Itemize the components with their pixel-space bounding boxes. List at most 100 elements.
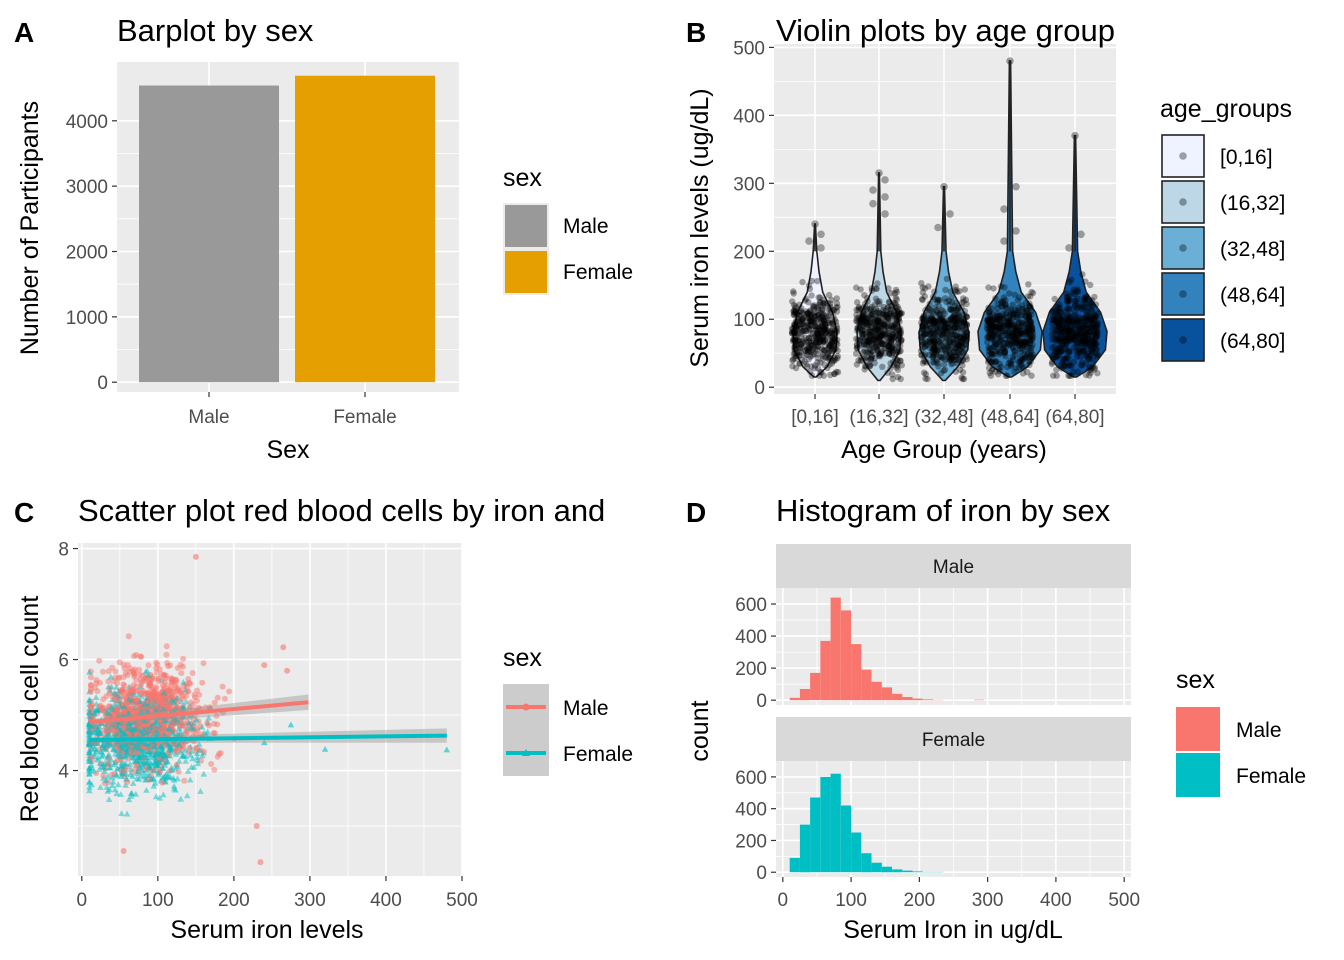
jitter-point [865,336,873,343]
jitter-point [887,309,894,317]
jitter-point [873,285,880,292]
jitter-point [857,356,865,364]
jitter-point [819,334,827,342]
jitter-point [829,320,836,327]
male-point [196,691,203,698]
male-point [121,707,128,714]
jitter-point [815,312,822,319]
male-point [186,745,193,751]
jitter-point [938,370,945,377]
jitter-point [934,325,941,332]
jitter-point [833,322,840,329]
jitter-point [888,337,895,344]
jitter-point [918,341,926,349]
jitter-point [807,353,814,360]
jitter-point [864,324,871,331]
jitter-point [890,311,898,318]
jitter-point [814,331,821,338]
jitter-point [1023,316,1030,324]
y-tick-label: 3000 [66,177,108,198]
jitter-point [885,343,892,350]
jitter-point [804,348,812,355]
jitter-point [943,324,951,331]
histogram-bar [810,672,821,701]
jitter-point [810,306,817,313]
jitter-point [793,352,801,359]
jitter-point [833,325,841,332]
jitter-point [877,340,885,347]
histogram-bar [871,862,882,873]
jitter-point [874,280,881,287]
jitter-point [884,315,892,323]
jitter-point [876,334,883,342]
jitter-point [1074,317,1082,324]
jitter-point [801,297,809,304]
jitter-point [898,336,905,344]
histogram-bar [892,693,903,701]
jitter-point [853,345,861,352]
jitter-point [807,317,814,325]
jitter-point [796,325,803,333]
jitter-point [1066,372,1073,379]
y-tick-label: 0 [756,863,767,884]
jitter-point [860,310,868,318]
jitter-point [854,324,861,332]
jitter-point [854,318,861,325]
y-tick-label: 8 [58,540,69,561]
male-point [180,693,186,699]
jitter-point [808,372,816,379]
jitter-point [816,338,824,346]
jitter-point [810,312,818,319]
jitter-point [884,334,891,342]
jitter-point [871,315,878,322]
jitter-point [879,320,886,328]
jitter-point [799,321,806,328]
jitter-point [831,329,839,337]
jitter-point [886,350,893,357]
histogram-bar [851,644,862,701]
jitter-point [963,356,970,363]
jitter-point [872,323,879,330]
jitter-point [893,304,900,312]
jitter-point [866,361,873,368]
jitter-point [865,321,872,329]
jitter-point [833,295,840,302]
jitter-point [819,328,826,335]
jitter-point [800,310,807,317]
jitter-point [897,342,904,350]
y-tick-label: 2000 [66,243,108,264]
jitter-point [817,329,824,337]
jitter-point [793,349,801,357]
jitter-point [874,298,881,305]
jitter-point [818,330,826,337]
jitter-point [862,304,869,311]
jitter-point [952,283,959,290]
jitter-point [1082,278,1089,285]
jitter-point [808,277,816,285]
jitter-point [814,343,822,350]
jitter-point [864,318,871,325]
jitter-point [858,315,865,322]
y-tick-label: 600 [735,595,767,616]
jitter-point [874,307,881,315]
jitter-point [812,322,819,330]
jitter-point [1006,290,1013,297]
jitter-point [808,315,815,323]
jitter-point [921,322,929,329]
jitter-point [960,334,967,342]
jitter-point [825,353,833,361]
jitter-point [859,321,866,329]
jitter-point [795,337,803,344]
jitter-point [814,359,821,366]
male-point [166,768,173,775]
y-tick-label: 4000 [66,112,108,133]
jitter-point [885,298,893,305]
jitter-point [819,346,826,353]
jitter-point [896,333,903,340]
y-tick-label: 400 [735,627,767,648]
jitter-point [880,320,888,328]
jitter-point [818,323,825,330]
male-point [96,657,103,664]
jitter-point [881,312,889,320]
